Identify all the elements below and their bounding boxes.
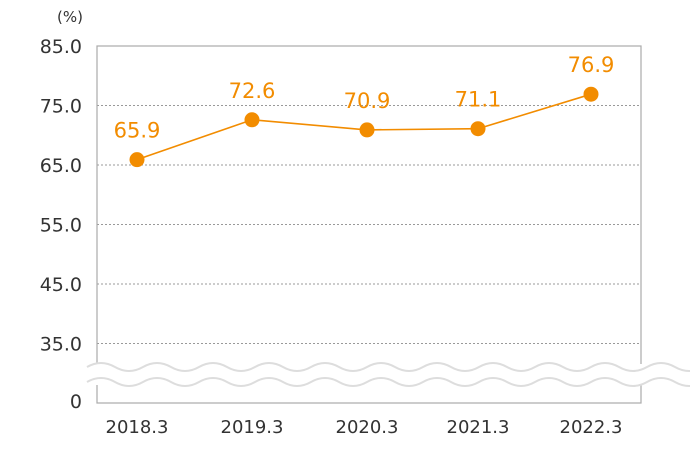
- x-tick-label: 2022.3: [560, 417, 623, 438]
- data-label: 65.9: [114, 119, 161, 143]
- y-tick-label: 85.0: [40, 36, 82, 58]
- y-tick-label: 75.0: [40, 96, 82, 118]
- y-tick-label: 35.0: [40, 334, 82, 356]
- y-tick-label: 65.0: [40, 155, 82, 177]
- axis-break: [85, 362, 690, 387]
- x-tick-label: 2021.3: [447, 417, 510, 438]
- y-tick-label: 55.0: [40, 215, 82, 237]
- data-point: [470, 121, 486, 137]
- plot-frame: [96, 45, 642, 404]
- data-point: [359, 122, 375, 138]
- x-tick-label: 2019.3: [221, 417, 284, 438]
- data-point: [583, 86, 599, 102]
- data-label: 76.9: [568, 53, 615, 77]
- x-tick-label: 2018.3: [106, 417, 169, 438]
- y-axis-unit-label: (%): [57, 8, 83, 26]
- break-wave-bottom: [86, 377, 690, 387]
- x-tick-label: 2020.3: [336, 417, 399, 438]
- y-tick-label: 45.0: [40, 274, 82, 296]
- data-label: 72.6: [229, 79, 276, 103]
- data-point: [244, 112, 260, 128]
- data-label: 70.9: [344, 89, 391, 113]
- break-wave-top: [86, 362, 690, 372]
- data-label: 71.1: [455, 88, 502, 112]
- y-tick-label-zero: 0: [70, 391, 82, 413]
- data-point: [129, 152, 145, 168]
